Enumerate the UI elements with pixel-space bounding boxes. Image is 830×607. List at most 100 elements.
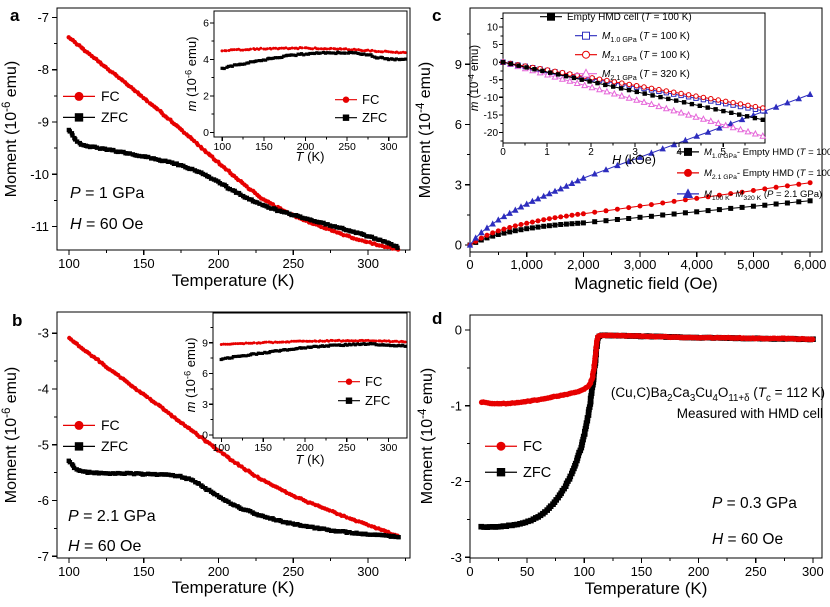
panel-b-ytick: -3 xyxy=(37,326,49,341)
panel-c-inset-ytick: -20 xyxy=(484,128,499,139)
panel-a-ytick: -10 xyxy=(30,167,49,182)
panel-a-inset-xtick: 200 xyxy=(297,141,315,153)
panel-c-xtick: 1,000 xyxy=(510,257,543,272)
panel-c-series-M1.0GPa-EmptyHMD xyxy=(467,198,813,248)
panel-c-inset-legend-label: Empty HMD cell (T = 100 K) xyxy=(567,12,692,23)
panel-a-inset-ytick: 2 xyxy=(203,91,209,103)
panel-d-xtick: 200 xyxy=(688,564,710,579)
panel-b-text: Moment (10-6 emu) xyxy=(1,367,20,504)
panel-c-frame xyxy=(469,7,823,253)
panel-a-ytick: -7 xyxy=(37,10,49,25)
panel-b-inset-series-ZFC xyxy=(219,341,407,362)
panel-c-inset-xtick: 3 xyxy=(632,147,638,158)
panel-b-frame xyxy=(56,311,411,559)
panel-b-inset-legend: FC ZFC xyxy=(338,374,390,408)
panel-b-inset-series-FC xyxy=(219,338,407,346)
panel-a-legend-label: ZFC xyxy=(101,109,128,125)
panel-c-chart: 0 1,000 2,000 3,000 4,000 5,000 6,000 0 3 6 9 M1.0 … xyxy=(415,6,830,293)
panel-b-inset-ytick: 3 xyxy=(202,399,208,411)
panel-a-text: Moment (10-6 emu) xyxy=(1,61,20,198)
panel-b-ytick: -6 xyxy=(37,493,49,508)
panel-a-xtick: 100 xyxy=(58,256,80,271)
panel-a-frame xyxy=(56,7,411,251)
panel-b-series-ZFC xyxy=(66,458,401,540)
panel-a-inset-text: T (K) xyxy=(296,149,325,164)
panel-d-legend-label: ZFC xyxy=(523,465,551,481)
panel-b-inset-legend-label: FC xyxy=(365,374,382,389)
panel-d-frame xyxy=(469,314,823,559)
panel-c-inset-xtick: 4 xyxy=(676,147,682,158)
panel-c-inset-xtick: 5 xyxy=(720,147,726,158)
panel-c-text: c xyxy=(432,6,441,25)
panel-a-chart: 100 150 200 250 300 -7 -8 -9 -10 -11 FC ZFC a Moment … xyxy=(1,6,411,290)
panel-c-inset-legend-label: M1.0 GPa (T = 100 K) xyxy=(602,31,690,44)
panel-b-inset-text: T (K) xyxy=(296,452,325,467)
panel-b-text: Temperature (K) xyxy=(172,578,295,597)
panel-b-xtick: 200 xyxy=(208,564,230,579)
panel-a-inset-frame xyxy=(213,10,408,138)
panel-d-text: P = 0.3 GPa xyxy=(712,495,797,512)
panel-c-inset-xtick: 2 xyxy=(588,147,594,158)
panel-a-inset-xtick: 250 xyxy=(338,141,356,153)
panel-c-inset-ytick: -5 xyxy=(489,75,498,86)
panel-c-ytick: 6 xyxy=(455,117,462,132)
panel-c-ytick: 9 xyxy=(455,57,462,72)
panel-c-inset-ytick: 10 xyxy=(487,23,499,34)
panel-d-series-FC xyxy=(478,332,816,407)
panel-c-ytick: 3 xyxy=(455,177,462,192)
panel-c-inset-series-M2.1GPa-320K xyxy=(499,58,767,139)
panel-b-xtick: 250 xyxy=(282,564,304,579)
panel-a-xtick: 250 xyxy=(282,256,304,271)
panel-c-legend-label: M1.0 GPa- Empty HMD (T = 100 K) xyxy=(704,147,830,160)
panel-b-chart: 100 150 200 250 300 -3 -4 -5 -6 -7 FC ZFC b Moment (1… xyxy=(1,311,411,597)
panel-b-legend-label: FC xyxy=(101,417,120,433)
panel-a-legend-label: FC xyxy=(101,88,120,104)
panel-d-chart: 0 50 100 150 200 250 300 0 -1 -2 -3 FC ZFC d Moment (1… xyxy=(417,309,825,598)
panel-a-inset-ytick: 6 xyxy=(203,18,209,30)
panel-b-inset-text: m (10-6 emu) xyxy=(181,338,198,413)
panel-d-text: d xyxy=(432,309,442,328)
panel-a-text: P = 1 GPa xyxy=(70,185,144,202)
panel-a-inset-legend-label: FC xyxy=(362,92,379,107)
panel-d-legend: FC ZFC xyxy=(485,439,551,481)
panel-c-legend: M1.0 GPa- Empty HMD (T = 100 K) M2.1 GPa-… xyxy=(677,147,830,202)
panel-b-inset-xtick: 300 xyxy=(380,442,398,454)
panel-c-inset-series-M2.1GPa-100K xyxy=(500,59,766,111)
panel-d-xtick: 100 xyxy=(573,564,595,579)
panel-b-ytick: -5 xyxy=(37,437,49,452)
panel-c-inset-legend-label: M2.1 GPa (T = 320 K) xyxy=(602,69,690,82)
panel-b-text: b xyxy=(12,311,22,330)
panel-a-inset-ytick: 4 xyxy=(203,54,209,66)
panel-b-xtick: 100 xyxy=(58,564,80,579)
panel-b-inset-xtick: 150 xyxy=(254,442,272,454)
panel-a-xtick: 200 xyxy=(208,256,230,271)
panel-c-xtick: 4,000 xyxy=(680,257,713,272)
panel-a-inset-axes xyxy=(210,22,390,141)
panel-b-inset-legend-label: ZFC xyxy=(365,393,390,408)
panel-c-inset-ytick: 0 xyxy=(492,58,498,69)
panel-a-legend: FC ZFC xyxy=(63,88,128,125)
panel-c-ytick: 0 xyxy=(455,238,462,253)
panel-b-inset-frame xyxy=(212,312,408,439)
panel-c-text: Moment (10-4 emu) xyxy=(415,62,434,199)
panel-c-inset-legend: Empty HMD cell (T = 100 K) M1.0 GPa (T = … xyxy=(540,12,692,82)
panel-b-inset-ytick: 9 xyxy=(202,337,208,349)
panel-c-inset-series-EmptyHMDcell xyxy=(500,60,765,122)
panel-c-xtick: 2,000 xyxy=(567,257,600,272)
panel-c-inset-xtick: 0 xyxy=(500,147,506,158)
panel-d-text: H = 60 Oe xyxy=(712,531,783,548)
panel-a-ytick: -11 xyxy=(31,219,49,234)
panel-d-text: Measured with HMD cell xyxy=(677,406,823,421)
panel-a-xtick: 150 xyxy=(133,256,155,271)
panel-b-ytick: -4 xyxy=(37,382,49,397)
panel-b-series-FC xyxy=(67,335,400,538)
panel-c-series-M2.1GPa-EmptyHMD xyxy=(467,180,813,248)
panel-b-xtick: 150 xyxy=(133,564,155,579)
panel-d-xtick: 50 xyxy=(520,564,534,579)
panel-b-inset-xtick: 200 xyxy=(296,442,314,454)
panel-b-legend-label: ZFC xyxy=(101,438,128,454)
panel-c-series-M100K-M320K xyxy=(466,90,814,248)
panel-a-text: a xyxy=(10,6,20,25)
panel-d-legend-label: FC xyxy=(523,439,542,455)
